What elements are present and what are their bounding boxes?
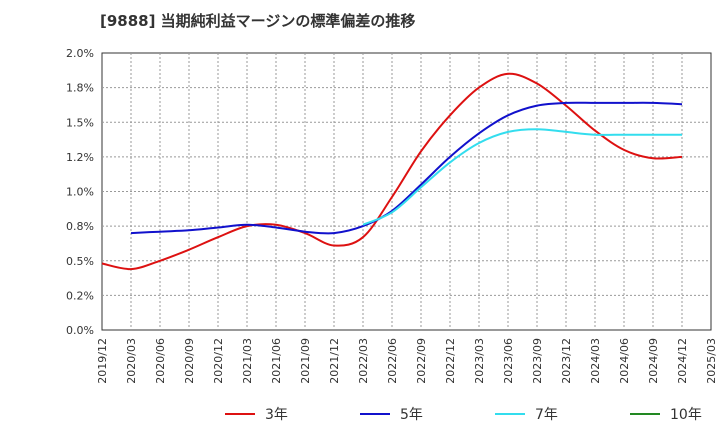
y-tick-label: 1.2%	[66, 151, 94, 164]
series-line	[130, 101, 683, 235]
legend-label: 7年	[535, 407, 558, 423]
x-tick-label: 2023/12	[560, 338, 573, 384]
grid-lines	[102, 53, 711, 330]
y-tick-label: 1.0%	[66, 186, 94, 199]
series-line	[362, 128, 682, 226]
x-tick-label: 2021/03	[241, 338, 254, 384]
x-tick-label: 2024/06	[618, 338, 631, 384]
x-tick-label: 2023/03	[473, 338, 486, 384]
x-tick-label: 2022/06	[386, 338, 399, 384]
x-tick-label: 2024/09	[647, 338, 660, 384]
x-tick-label: 2020/12	[212, 338, 225, 384]
x-tick-label: 2024/03	[589, 338, 602, 384]
x-tick-label: 2020/03	[125, 338, 138, 384]
y-tick-label: 1.5%	[66, 116, 94, 129]
legend: 3年 5年 7年 10年	[225, 407, 702, 423]
y-tick-label: 2.0%	[66, 47, 94, 60]
y-tick-label: 0.0%	[66, 324, 94, 337]
x-tick-label: 2022/09	[415, 338, 428, 384]
x-tick-label: 2022/03	[357, 338, 370, 384]
x-tick-label: 2021/06	[270, 338, 283, 384]
legend-label: 10年	[670, 407, 702, 423]
chart-title: [9888] 当期純利益マージンの標準偏差の推移	[100, 12, 416, 30]
x-tick-label: 2025/03	[705, 338, 718, 384]
y-tick-label: 0.5%	[66, 255, 94, 268]
legend-label: 5年	[400, 407, 423, 423]
x-tick-label: 2019/12	[96, 338, 109, 384]
y-axis-ticks: 0.0% 0.2% 0.5% 0.8% 1.0% 1.2% 1.5% 1.8% 2.0%	[66, 47, 94, 337]
y-tick-label: 1.8%	[66, 82, 94, 95]
x-tick-label: 2023/09	[531, 338, 544, 384]
y-tick-label: 0.2%	[66, 289, 94, 302]
x-tick-label: 2021/12	[328, 338, 341, 384]
legend-label: 3年	[265, 407, 288, 423]
x-tick-label: 2020/09	[183, 338, 196, 384]
series-lines	[101, 72, 683, 271]
x-tick-label: 2020/06	[154, 338, 167, 384]
y-tick-label: 0.8%	[66, 220, 94, 233]
x-tick-label: 2024/12	[676, 338, 689, 384]
x-tick-label: 2021/09	[299, 338, 312, 384]
x-axis-ticks: 2019/12 2020/03 2020/06 2020/09 2020/12 2021/…	[96, 338, 718, 384]
x-tick-label: 2022/12	[444, 338, 457, 384]
x-tick-label: 2023/06	[502, 338, 515, 384]
series-line	[101, 72, 683, 271]
